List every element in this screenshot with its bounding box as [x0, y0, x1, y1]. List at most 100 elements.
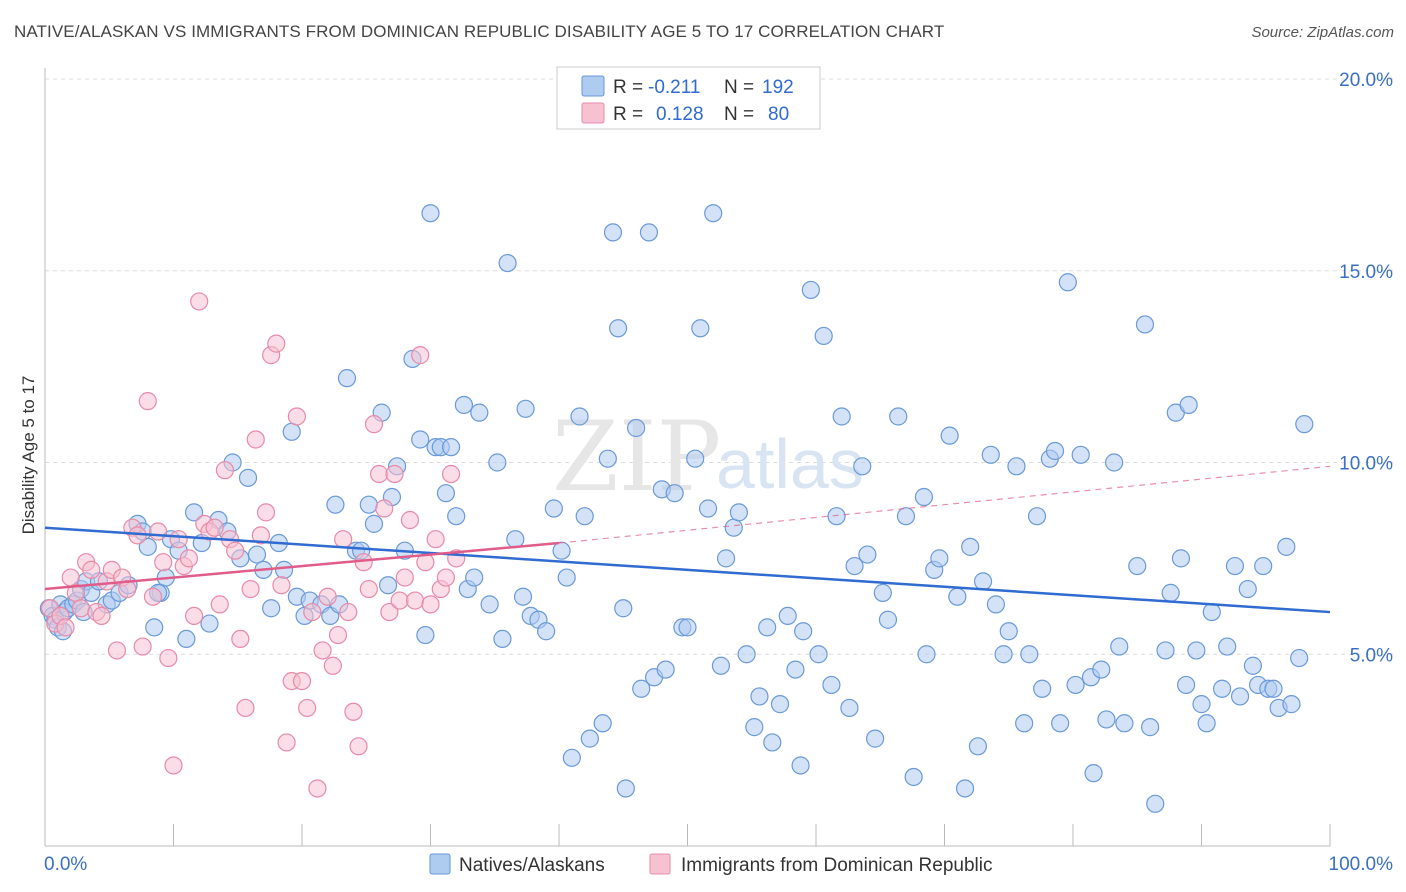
natives-point-127: [873, 583, 892, 602]
natives-point-152: [1045, 441, 1065, 461]
legend-r-value-2: 0.128: [656, 104, 704, 125]
natives-point-85: [598, 449, 617, 468]
dominican-point-53: [313, 641, 332, 660]
natives-point-165: [1135, 315, 1155, 334]
natives-point-158: [1084, 764, 1103, 783]
natives-point-190: [1282, 695, 1301, 714]
natives-point-35: [262, 599, 281, 618]
natives-point-129: [889, 407, 908, 426]
natives-point-122: [840, 698, 859, 718]
natives-point-189: [1277, 537, 1296, 556]
natives-point-155: [1066, 675, 1085, 695]
dominican-point-3: [56, 618, 75, 637]
y-tick-label-20: 20.0%: [1339, 70, 1393, 91]
dominican-point-70: [400, 510, 420, 530]
natives-point-82: [575, 507, 594, 526]
natives-point-69: [488, 453, 507, 472]
dominican-trend-line: [44, 541, 560, 591]
natives-point-33: [247, 545, 267, 564]
natives-point-128: [878, 610, 898, 629]
natives-point-58: [421, 204, 440, 223]
dominican-point-24: [164, 756, 183, 775]
natives-point-121: [832, 407, 851, 426]
natives-point-176: [1197, 714, 1216, 733]
natives-point-92: [639, 223, 659, 242]
natives-point-112: [770, 695, 790, 714]
natives-point-161: [1105, 453, 1124, 472]
dominican-point-69: [395, 568, 414, 587]
watermark-atlas: atlas: [716, 425, 864, 503]
trend-lines: [44, 465, 1331, 614]
legend-swatch-natives: [581, 75, 605, 97]
dominican-point-57: [334, 530, 353, 549]
natives-point-168: [1156, 641, 1175, 660]
dominican-point-63: [364, 415, 384, 434]
bottom-legend-swatch-natives: [429, 853, 451, 875]
dominican-point-56: [328, 625, 348, 645]
natives-point-89: [616, 779, 635, 798]
axes: [44, 68, 1331, 847]
dominican-point-52: [308, 779, 327, 798]
natives-point-118: [814, 326, 833, 346]
legend-box: R = -0.211 N = 192 R = 0.128 N = 80: [556, 66, 821, 130]
natives-point-166: [1140, 718, 1160, 737]
dominican-point-46: [277, 733, 296, 752]
natives-point-132: [914, 487, 934, 507]
natives-point-162: [1110, 637, 1129, 656]
natives-point-149: [1027, 507, 1047, 526]
dominican-point-59: [344, 702, 363, 721]
natives-point-150: [1033, 679, 1052, 698]
dominican-point-39: [241, 579, 260, 599]
natives-point-182: [1238, 579, 1257, 599]
series-dominican-points: [41, 292, 466, 798]
dominican-point-19: [138, 392, 157, 411]
dominican-point-40: [246, 430, 265, 449]
dominican-point-60: [349, 737, 368, 756]
natives-point-66: [465, 568, 484, 587]
natives-point-49: [364, 514, 384, 533]
natives-point-99: [686, 449, 705, 468]
natives-point-113: [786, 660, 805, 679]
dominican-point-32: [205, 518, 224, 537]
natives-point-80: [562, 748, 581, 767]
dominican-point-48: [287, 407, 306, 426]
natives-point-95: [656, 660, 675, 679]
dominican-point-8: [82, 560, 101, 579]
dominican-point-22: [154, 553, 173, 572]
natives-point-73: [516, 399, 535, 418]
natives-point-101: [698, 499, 718, 518]
legend-r-label-1: R =: [613, 77, 643, 98]
dominican-point-37: [231, 629, 250, 649]
dominican-point-42: [256, 503, 276, 522]
natives-point-160: [1097, 710, 1116, 729]
dominican-point-71: [405, 591, 425, 610]
natives-point-141: [973, 572, 993, 591]
natives-point-68: [480, 595, 499, 614]
natives-point-153: [1051, 714, 1070, 733]
natives-point-187: [1264, 679, 1283, 698]
natives-point-86: [603, 223, 623, 242]
natives-point-87: [609, 319, 628, 338]
dominican-point-78: [441, 464, 461, 484]
natives-point-124: [853, 457, 872, 476]
natives-point-145: [999, 622, 1018, 641]
natives-point-159: [1092, 660, 1111, 679]
natives-point-148: [1020, 645, 1039, 664]
natives-point-111: [763, 733, 782, 752]
dominican-point-50: [298, 698, 317, 718]
dominican-point-58: [339, 602, 358, 622]
legend-n-label-1: N =: [724, 77, 754, 98]
grid-lines: [45, 78, 1395, 655]
natives-point-177: [1202, 602, 1221, 622]
dominican-point-13: [107, 641, 127, 660]
natives-point-119: [822, 675, 841, 695]
natives-point-81: [570, 407, 589, 426]
source-label: Source: ZipAtlas.com: [1251, 24, 1394, 41]
dominican-point-55: [323, 656, 342, 675]
natives-point-115: [794, 622, 813, 641]
natives-point-67: [470, 403, 489, 422]
natives-point-56: [411, 430, 430, 449]
natives-point-133: [917, 645, 936, 664]
natives-point-27: [200, 614, 219, 633]
natives-point-32: [238, 468, 258, 487]
